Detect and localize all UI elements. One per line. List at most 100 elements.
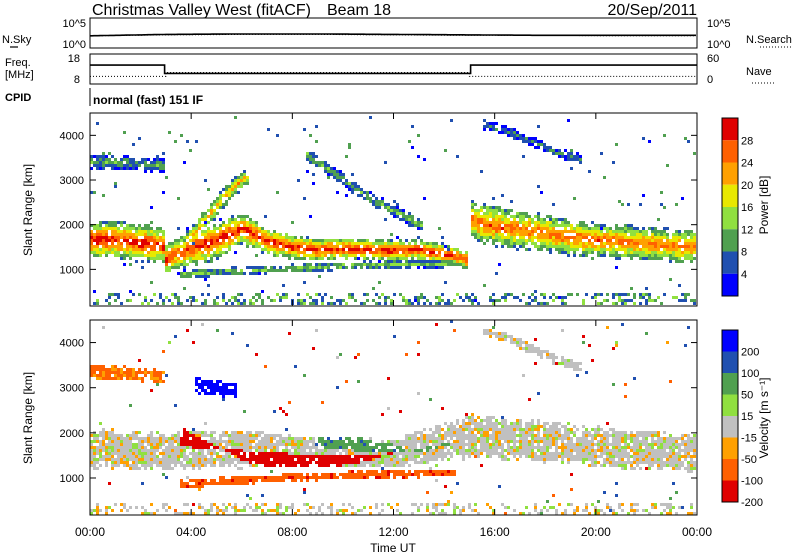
heatmap-cell (498, 209, 501, 212)
heatmap-cell (327, 269, 330, 272)
heatmap-cell (414, 239, 417, 242)
heatmap-cell (306, 464, 309, 467)
heatmap-cell (540, 302, 543, 305)
heatmap-cell (303, 302, 306, 305)
heatmap-cell (507, 236, 510, 239)
heatmap-cell (531, 446, 534, 449)
heatmap-cell (201, 458, 204, 461)
heatmap-cell (99, 254, 102, 257)
heatmap-cell (285, 446, 288, 449)
heatmap-cell (426, 452, 429, 455)
heatmap-cell (114, 233, 117, 236)
heatmap-cell (333, 458, 336, 461)
heatmap-cell (474, 503, 477, 506)
heatmap-cell (630, 251, 633, 254)
heatmap-cell (162, 230, 165, 233)
heatmap-cell (141, 458, 144, 461)
heatmap-cell (351, 461, 354, 464)
heatmap-cell (288, 458, 291, 461)
heatmap-cell (666, 239, 669, 242)
heatmap-cell (117, 461, 120, 464)
heatmap-cell (198, 431, 201, 434)
heatmap-cell (159, 230, 162, 233)
heatmap-cell (567, 119, 570, 122)
heatmap-cell (213, 209, 216, 212)
heatmap-cell (642, 194, 645, 197)
heatmap-cell (480, 170, 483, 173)
heatmap-cell (222, 221, 225, 224)
heatmap-cell (339, 461, 342, 464)
heatmap-cell (249, 476, 252, 479)
heatmap-cell (615, 257, 618, 260)
heatmap-cell (132, 167, 135, 170)
heatmap-cell (201, 239, 204, 242)
heatmap-cell (360, 437, 363, 440)
heatmap-cell (156, 155, 159, 158)
heatmap-cell (111, 464, 114, 467)
heatmap-cell (501, 332, 504, 335)
heatmap-cell (213, 458, 216, 461)
heatmap-cell (528, 248, 531, 251)
heatmap-cell (603, 236, 606, 239)
heatmap-cell (120, 371, 123, 374)
heatmap-cell (543, 242, 546, 245)
heatmap-cell (327, 302, 330, 305)
heatmap-cell (135, 464, 138, 467)
heatmap-cell (126, 230, 129, 233)
heatmap-cell (207, 383, 210, 386)
heatmap-cell (285, 440, 288, 443)
heatmap-cell (150, 371, 153, 374)
heatmap-cell (663, 248, 666, 251)
heatmap-cell (462, 437, 465, 440)
heatmap-cell (237, 479, 240, 482)
heatmap-cell (156, 242, 159, 245)
heatmap-cell (117, 455, 120, 458)
heatmap-cell (450, 119, 453, 122)
heatmap-cell (624, 239, 627, 242)
heatmap-cell (159, 293, 162, 296)
heatmap-cell (474, 221, 477, 224)
heatmap-cell (153, 260, 156, 263)
heatmap-cell (402, 251, 405, 254)
heatmap-cell (204, 482, 207, 485)
heatmap-cell (684, 233, 687, 236)
heatmap-cell (669, 248, 672, 251)
heatmap-cell (156, 236, 159, 239)
heatmap-cell (171, 260, 174, 263)
heatmap-cell (96, 227, 99, 230)
heatmap-cell (201, 389, 204, 392)
heatmap-cell (237, 509, 240, 512)
y-tick-label: 1000 (60, 264, 84, 276)
heatmap-cell (393, 461, 396, 464)
heatmap-cell (201, 233, 204, 236)
heatmap-cell (249, 227, 252, 230)
heatmap-cell (165, 263, 168, 266)
heatmap-cell (309, 257, 312, 260)
heatmap-cell (609, 239, 612, 242)
heatmap-cell (105, 437, 108, 440)
heatmap-cell (348, 440, 351, 443)
heatmap-cell (354, 473, 357, 476)
heatmap-cell (159, 434, 162, 437)
heatmap-cell (333, 452, 336, 455)
heatmap-cell (153, 158, 156, 161)
heatmap-cell (126, 155, 129, 158)
heatmap-cell (279, 479, 282, 482)
heatmap-cell (477, 455, 480, 458)
heatmap-cell (240, 479, 243, 482)
heatmap-cell (285, 254, 288, 257)
heatmap-cell (324, 164, 327, 167)
heatmap-cell (90, 464, 93, 467)
heatmap-cell (192, 260, 195, 263)
heatmap-cell (189, 272, 192, 275)
heatmap-cell (585, 242, 588, 245)
heatmap-cell (516, 248, 519, 251)
heatmap-cell (459, 428, 462, 431)
heatmap-cell (450, 320, 453, 323)
heatmap-cell (90, 365, 93, 368)
heatmap-cell (243, 434, 246, 437)
heatmap-cell (207, 509, 210, 512)
heatmap-cell (186, 251, 189, 254)
heatmap-cell (267, 239, 270, 242)
heatmap-cell (303, 269, 306, 272)
